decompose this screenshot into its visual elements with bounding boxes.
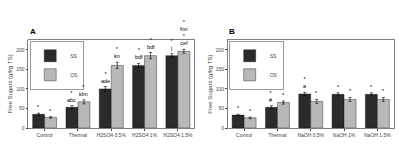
svg-text:H2SO4 0.5%: H2SO4 0.5% [97,132,127,138]
svg-text:150: 150 [16,66,25,72]
svg-text:*klm: *klm [79,84,88,97]
svg-text:B: B [229,27,235,36]
svg-text:Control: Control [37,132,53,138]
svg-text:200: 200 [16,47,25,53]
svg-text:*: * [237,105,240,111]
svg-text:*#: *# [269,90,273,103]
svg-text:*ade: *ade [101,71,110,84]
svg-text:SS: SS [70,53,77,59]
svg-text:Free Sugars (g/kg TS): Free Sugars (g/kg TS) [7,54,13,113]
svg-text:*: * [249,108,252,114]
svg-text:0: 0 [22,125,25,131]
svg-text:200: 200 [216,47,225,53]
svg-text:Thermal: Thermal [69,132,87,138]
svg-text:Control: Control [236,132,252,138]
svg-text:*kn: *kn [114,46,120,59]
svg-text:*a: *a [303,76,307,89]
svg-text:H2SO4 1%: H2SO4 1% [132,132,158,138]
svg-text:*fnn*cef: *fnn*cef [180,19,188,46]
svg-text:NaOH 1.5%: NaOH 1.5% [364,132,391,138]
svg-text:*: * [315,90,318,96]
svg-text:*: * [282,92,285,98]
svg-text:*bdf: *bdf [147,37,155,50]
svg-text:50: 50 [218,105,224,111]
svg-text:Thermal: Thermal [268,132,286,138]
svg-text:0: 0 [221,125,224,131]
svg-text:*: * [337,84,340,90]
svg-text:*: * [370,84,373,90]
svg-text:*j: *j [170,38,174,51]
svg-text:A: A [30,27,36,36]
svg-text:NaOH 1%: NaOH 1% [333,132,356,138]
svg-text:*: * [349,88,352,94]
svg-text:*: * [37,104,40,110]
svg-text:OS: OS [270,72,278,78]
svg-text:50: 50 [19,105,25,111]
svg-text:150: 150 [216,66,225,72]
svg-text:NaOH 0.5%: NaOH 0.5% [297,132,324,138]
svg-text:H2SO4 1.5%: H2SO4 1.5% [163,132,193,138]
svg-text:*: * [49,108,52,114]
svg-text:OS: OS [70,72,78,78]
svg-text:100: 100 [216,86,225,92]
svg-text:*: * [382,88,385,94]
svg-text:Free Sugars (g/kg TS): Free Sugars (g/kg TS) [207,54,213,113]
svg-text:*abc: *abc [67,90,76,103]
svg-text:*bdf: *bdf [135,47,143,60]
svg-text:100: 100 [16,86,25,92]
svg-text:SS: SS [270,53,277,59]
